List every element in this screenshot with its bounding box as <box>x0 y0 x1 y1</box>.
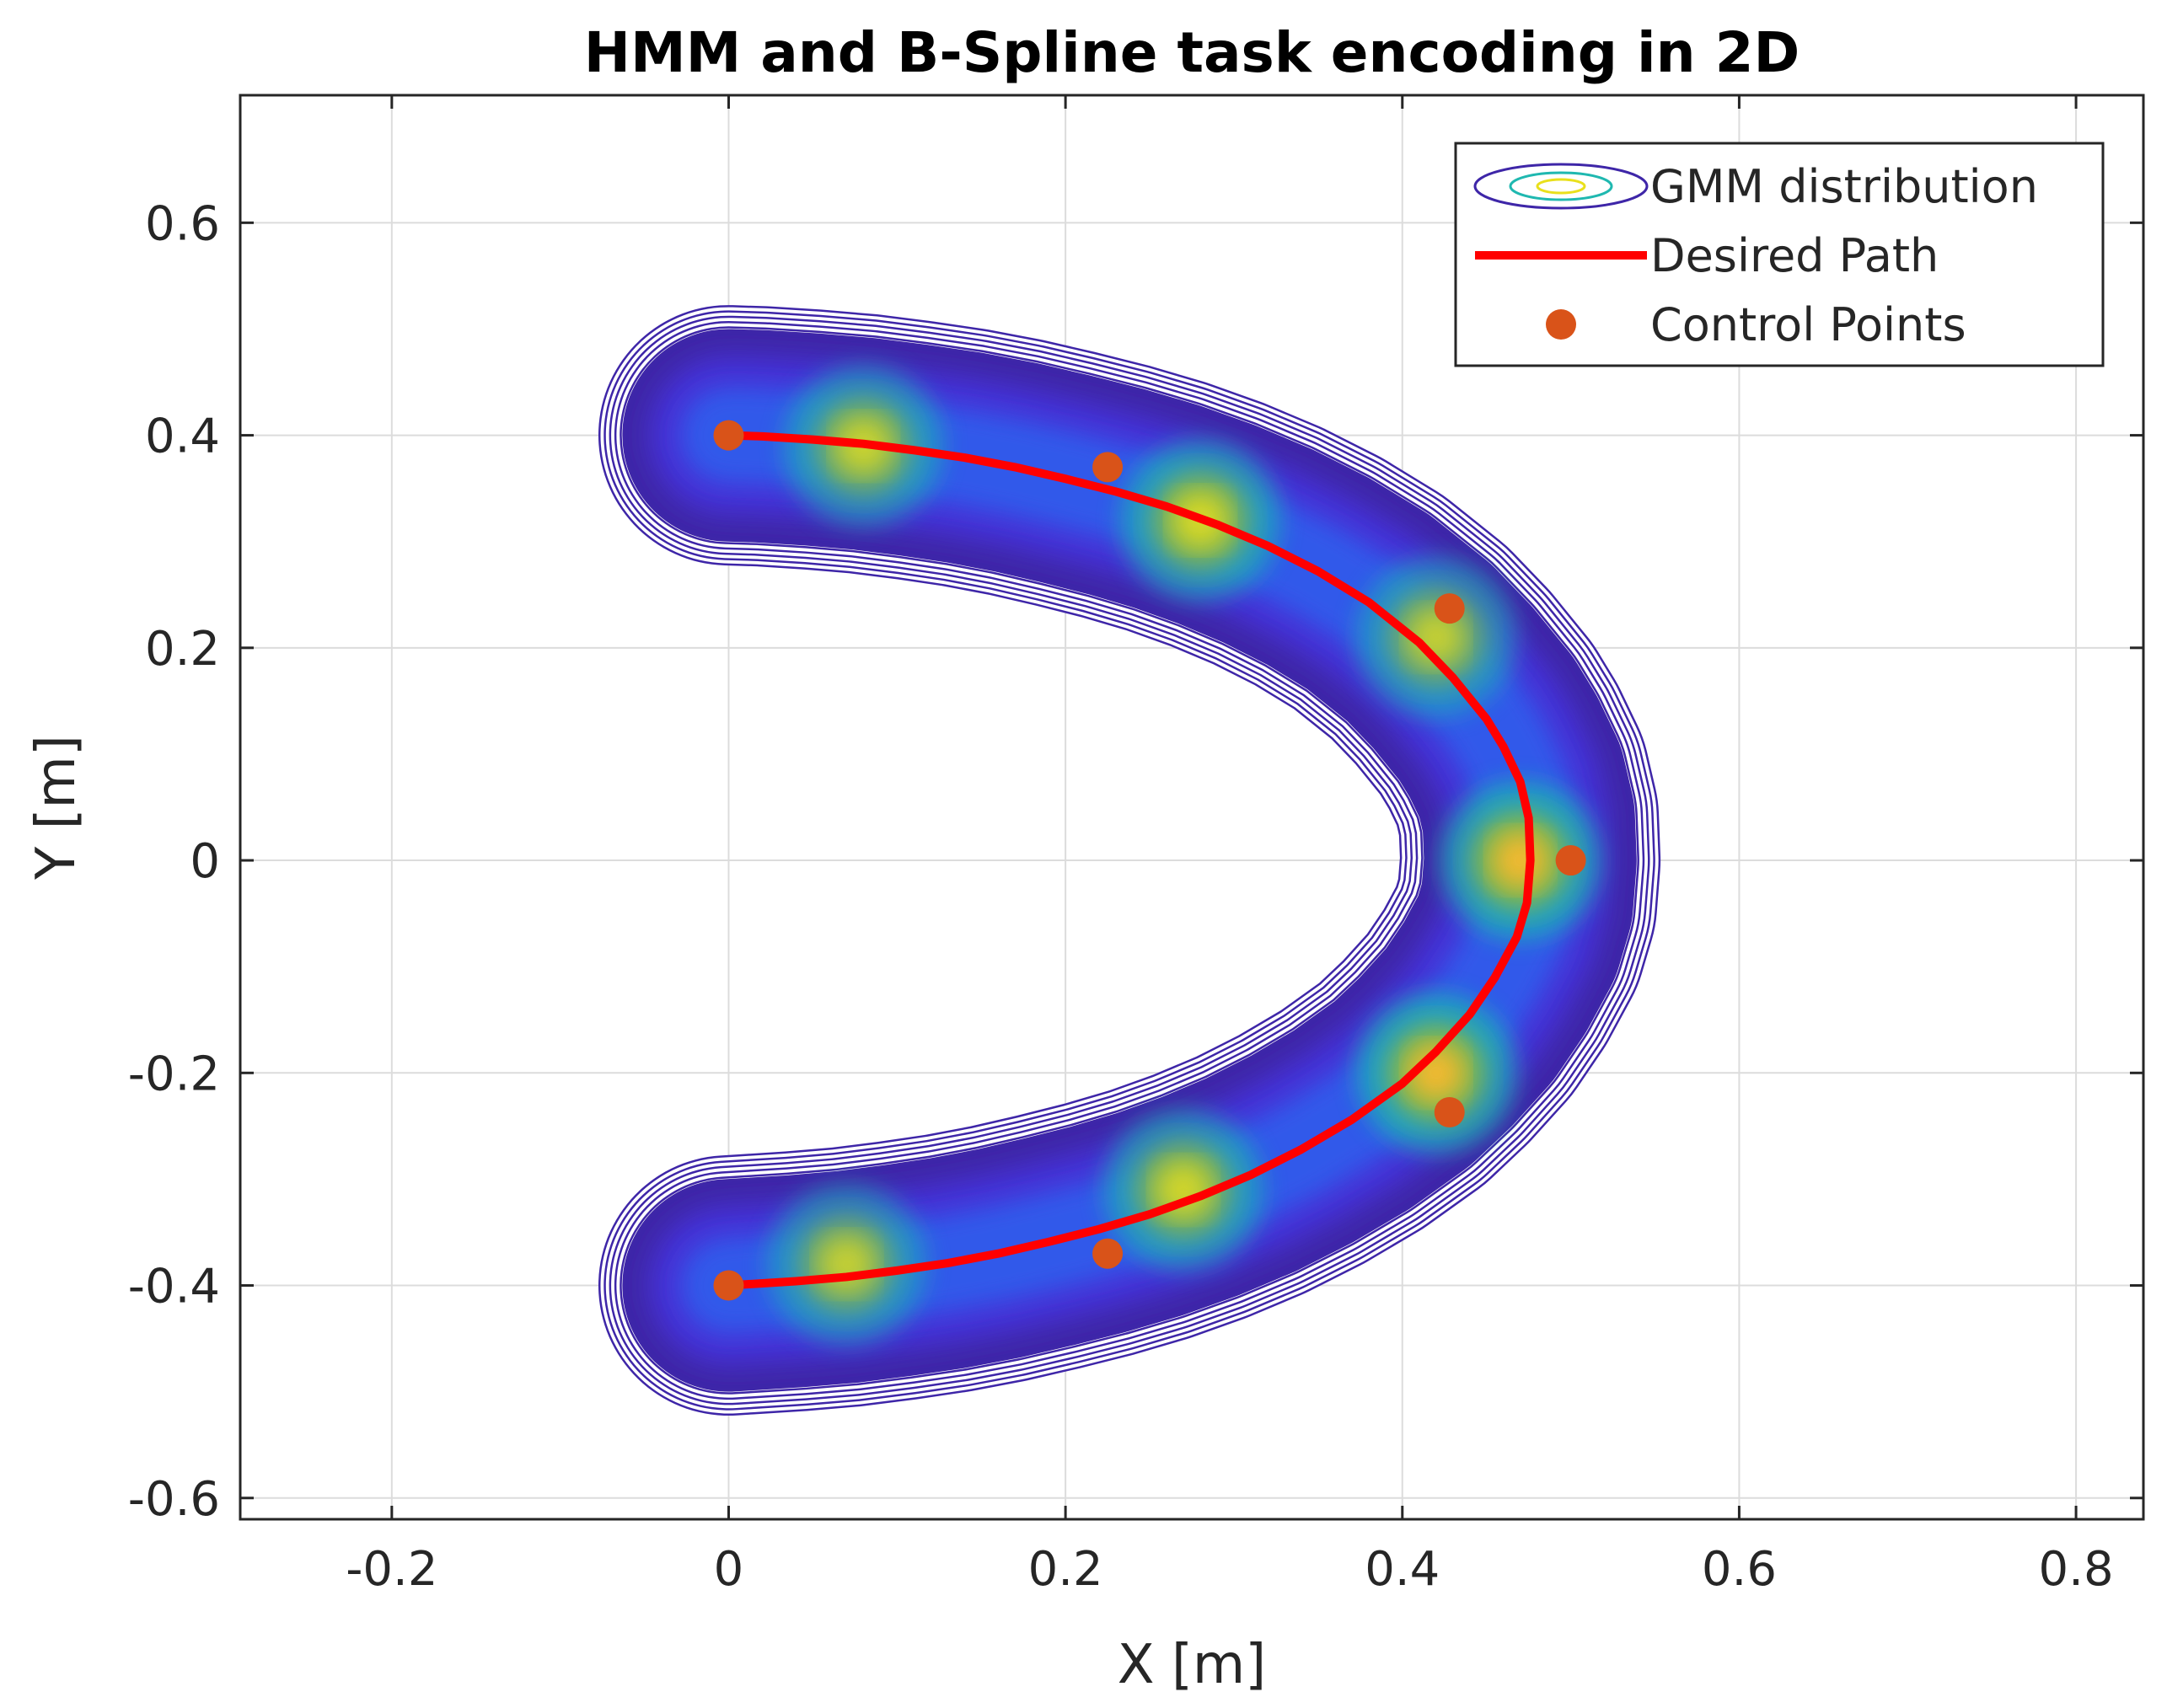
legend-label-path: Desired Path <box>1650 229 1939 282</box>
y-tick-label: -0.2 <box>128 1047 220 1101</box>
desired-path <box>724 431 1535 1290</box>
chart-title: HMM and B-Spline task encoding in 2D <box>584 20 1800 85</box>
gmm-component-core <box>1494 833 1547 887</box>
plot-frame <box>239 94 2145 1521</box>
x-axis-label: X [m] <box>1118 1634 1266 1696</box>
x-tick-label: 0.8 <box>2039 1542 2114 1597</box>
control-point <box>1092 452 1124 483</box>
legend-label-points: Control Points <box>1650 298 1966 351</box>
y-tick-label: 0.2 <box>145 622 220 677</box>
x-tick-label: -0.2 <box>346 1542 437 1597</box>
tick-labels: -0.2 0 0.2 0.4 0.6 0.8 -0.6 -0.4 -0.2 0 0.2 0.4 0.6 <box>128 196 2114 1597</box>
control-point <box>713 1270 744 1301</box>
ticks <box>240 95 2143 1519</box>
legend-points-icon <box>1546 309 1576 340</box>
control-point <box>1434 593 1465 624</box>
y-tick-label: -0.4 <box>128 1260 220 1314</box>
control-point <box>1434 1096 1465 1127</box>
y-tick-label: 0.4 <box>145 410 220 464</box>
y-tick-label: 0.6 <box>145 196 220 251</box>
x-tick-label: 0 <box>714 1542 744 1597</box>
y-tick-label: -0.6 <box>128 1472 220 1527</box>
x-tick-label: 0.2 <box>1028 1542 1103 1597</box>
gmm-component-core <box>819 1237 873 1291</box>
y-tick-label: 0 <box>190 834 220 889</box>
control-point <box>1555 845 1586 876</box>
y-axis-label: Y [m] <box>25 735 88 881</box>
control-point <box>713 420 744 451</box>
control-points <box>713 420 1586 1301</box>
x-tick-label: 0.6 <box>1702 1542 1777 1597</box>
x-tick-label: 0.4 <box>1365 1542 1440 1597</box>
control-point <box>1092 1238 1124 1269</box>
legend-gmm-icon <box>1473 163 1649 210</box>
legend: GMM distribution Desired Path Control Po… <box>1454 142 2105 367</box>
desired-path-line <box>724 431 1535 1290</box>
legend-label-gmm: GMM distribution <box>1650 160 2038 213</box>
